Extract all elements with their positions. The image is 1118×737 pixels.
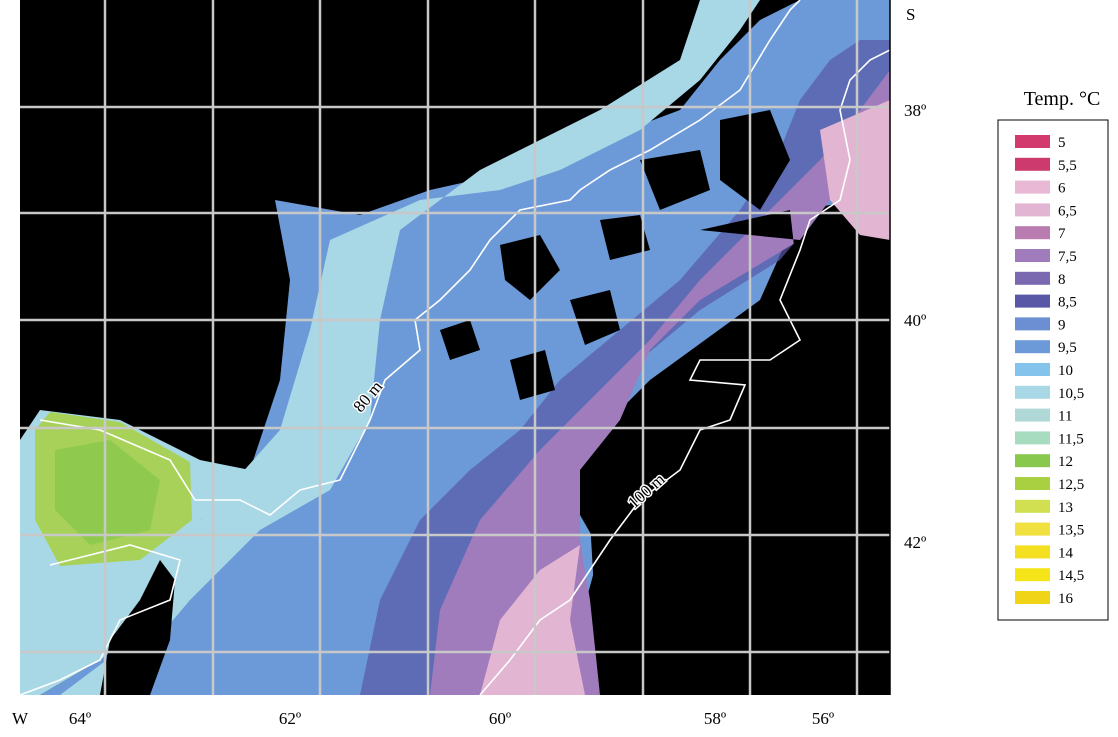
legend-swatch: [1015, 454, 1050, 467]
legend-label: 11: [1058, 409, 1072, 425]
legend-label: 6: [1058, 181, 1066, 197]
x-tick-label: 60º: [489, 709, 511, 728]
map: 80 m 100 m: [20, 0, 890, 695]
legend-label: 5: [1058, 135, 1066, 151]
legend-swatch: [1015, 523, 1050, 536]
legend-swatch: [1015, 249, 1050, 262]
legend-label: 10,5: [1058, 386, 1084, 402]
y-axis-label: S: [906, 5, 915, 24]
legend-title: Temp. °C: [1024, 88, 1101, 110]
legend-swatch: [1015, 409, 1050, 422]
legend-swatch: [1015, 545, 1050, 558]
x-tick-label: 58º: [704, 709, 726, 728]
legend-label: 8,5: [1058, 295, 1077, 311]
legend-box: [998, 120, 1108, 620]
legend-label: 5,5: [1058, 158, 1077, 174]
legend-label: 6,5: [1058, 203, 1077, 219]
legend-swatch: [1015, 500, 1050, 513]
legend-label: 9,5: [1058, 340, 1077, 356]
legend-label: 10: [1058, 363, 1073, 379]
legend-swatch: [1015, 568, 1050, 581]
legend-swatch: [1015, 477, 1050, 490]
legend-label: 14: [1058, 545, 1074, 561]
legend-swatch: [1015, 295, 1050, 308]
x-tick-label: 64º: [69, 709, 91, 728]
legend-swatch: [1015, 203, 1050, 216]
legend-label: 7: [1058, 226, 1066, 242]
legend-label: 9: [1058, 317, 1066, 333]
legend-swatch: [1015, 363, 1050, 376]
y-tick-label: 40º: [904, 311, 926, 330]
legend-label: 7,5: [1058, 249, 1077, 265]
legend-label: 14,5: [1058, 568, 1084, 584]
x-axis-label: W: [12, 709, 29, 728]
legend-label: 12,5: [1058, 477, 1084, 493]
x-tick-label: 62º: [279, 709, 301, 728]
y-tick-label: 42º: [904, 533, 926, 552]
legend-swatch: [1015, 158, 1050, 171]
legend-label: 13: [1058, 500, 1073, 516]
legend-swatch: [1015, 181, 1050, 194]
legend-swatch: [1015, 135, 1050, 148]
x-tick-label: 56º: [812, 709, 834, 728]
page: 80 m 100 m W S 64º62º60º58º56º38º40º42º …: [0, 0, 1118, 732]
y-tick-label: 38º: [904, 101, 926, 120]
legend-swatch: [1015, 340, 1050, 353]
legend-label: 12: [1058, 454, 1073, 470]
legend-swatch: [1015, 386, 1050, 399]
legend-swatch: [1015, 226, 1050, 239]
legend-swatch: [1015, 317, 1050, 330]
legend-swatch: [1015, 591, 1050, 604]
legend-swatch: [1015, 431, 1050, 444]
legend-label: 11,5: [1058, 431, 1084, 447]
legend-label: 13,5: [1058, 523, 1084, 539]
legend-label: 8: [1058, 272, 1066, 288]
legend-label: 16: [1058, 591, 1074, 607]
legend-swatch: [1015, 272, 1050, 285]
